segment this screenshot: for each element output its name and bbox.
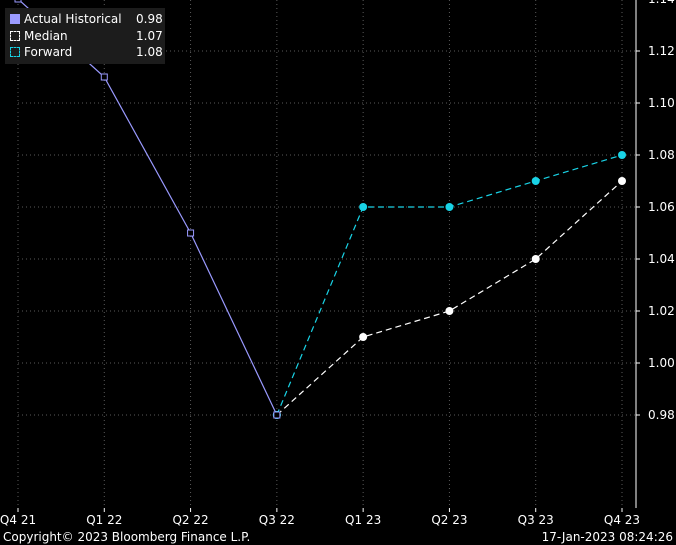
x-tick-label: Q3 23 <box>518 513 554 527</box>
data-point-forward <box>445 203 454 211</box>
legend-label-median: Median <box>24 29 68 43</box>
x-tick-label: Q1 22 <box>86 513 122 527</box>
legend-item-actual-historical: Actual Historical 0.98 <box>10 11 163 27</box>
legend-value-median: 1.07 <box>136 29 163 43</box>
data-point-actual-historical <box>273 411 281 419</box>
data-point-median <box>359 333 368 341</box>
y-tick-label: 1.10 <box>648 96 675 110</box>
legend-label-forward: Forward <box>24 45 73 59</box>
y-tick-label: 0.98 <box>648 408 675 422</box>
y-tick-label: 1.14 <box>648 0 675 6</box>
data-point-forward <box>359 203 368 211</box>
timestamp-text: 17-Jan-2023 08:24:26 <box>541 530 673 544</box>
series-markers <box>14 0 626 419</box>
data-point-median <box>445 307 454 315</box>
y-tick-label: 1.12 <box>648 44 675 58</box>
legend-value-actual: 0.98 <box>136 12 163 26</box>
legend-value-forward: 1.08 <box>136 45 163 59</box>
x-tick-label: Q4 21 <box>0 513 36 527</box>
x-tick-label: Q3 22 <box>259 513 295 527</box>
x-tick-label: Q2 22 <box>172 513 208 527</box>
legend: Actual Historical 0.98 Median 1.07 Forward… <box>5 8 165 64</box>
y-tick-label: 1.04 <box>648 252 675 266</box>
y-tick-label: 1.06 <box>648 200 675 214</box>
data-point-actual-historical <box>100 73 108 81</box>
y-tick-label: 1.00 <box>648 356 675 370</box>
legend-swatch-median-icon <box>10 31 20 41</box>
copyright-text: Copyright© 2023 Bloomberg Finance L.P. <box>3 530 251 544</box>
legend-item-forward: Forward 1.08 <box>10 44 163 60</box>
axis: 0.98 1.00 1.02 1.04 1.06 1.08 1.10 1.12 1.14 Q4 2… <box>0 0 675 527</box>
x-tick-label: Q4 23 <box>604 513 640 527</box>
legend-swatch-forward-icon <box>10 47 20 57</box>
data-point-forward <box>531 177 540 185</box>
y-tick-label: 1.02 <box>648 304 675 318</box>
legend-swatch-actual-icon <box>10 14 20 24</box>
x-tick-label: Q1 23 <box>345 513 381 527</box>
legend-item-median: Median 1.07 <box>10 28 163 44</box>
data-point-actual-historical <box>14 0 22 3</box>
data-point-actual-historical <box>187 229 195 237</box>
x-tick-label: Q2 23 <box>431 513 467 527</box>
data-point-median <box>618 177 626 185</box>
series-line-median <box>276 180 623 416</box>
y-tick-label: 1.08 <box>648 148 675 162</box>
grid <box>17 0 636 508</box>
legend-label-actual: Actual Historical <box>24 12 122 26</box>
data-point-median <box>531 255 540 263</box>
data-point-forward <box>618 151 626 159</box>
